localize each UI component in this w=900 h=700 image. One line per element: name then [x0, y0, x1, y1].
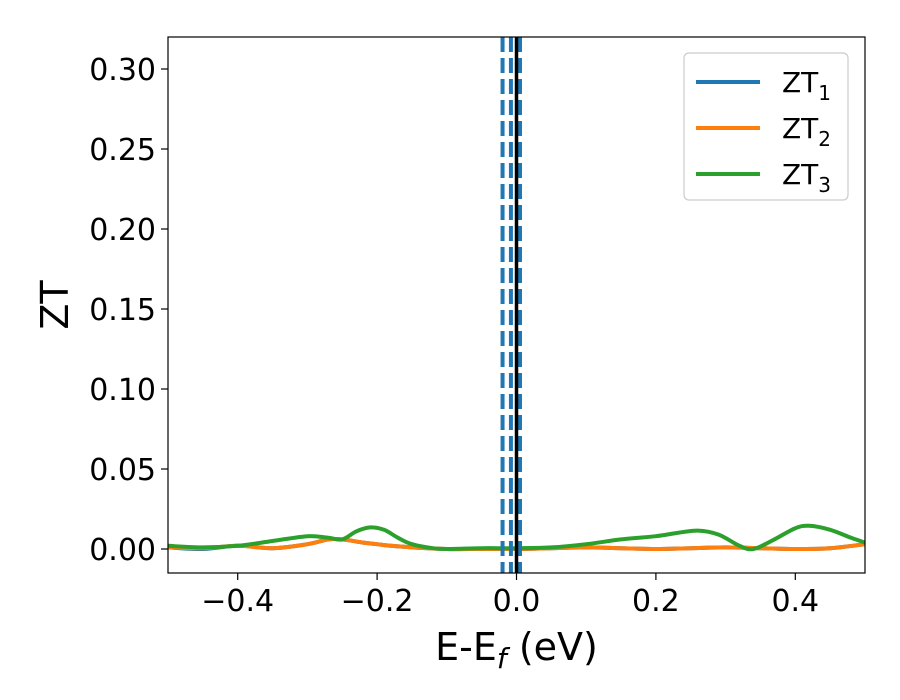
- legend: ZT1 ZT2 ZT3: [683, 52, 849, 201]
- y-tick-label: 0.10: [89, 373, 156, 408]
- y-axis-ticks: 0.00 0.05 0.10 0.15 0.20 0.25 0.30: [89, 53, 168, 568]
- legend-box: [683, 52, 849, 201]
- vertical-markers: [500, 37, 522, 573]
- x-axis-label: E-Ef (eV): [435, 625, 598, 675]
- legend-label-3: ZT3: [782, 158, 831, 197]
- legend-label-2: ZT2: [782, 112, 831, 151]
- x-tick-label: 0.4: [771, 584, 819, 619]
- x-tick-label: −0.4: [201, 584, 274, 619]
- y-tick-label: 0.20: [89, 213, 156, 248]
- y-tick-label: 0.25: [89, 133, 156, 168]
- legend-label-1: ZT1: [782, 66, 831, 105]
- y-axis-label: ZT: [33, 280, 77, 330]
- x-tick-label: 0.2: [632, 584, 680, 619]
- x-tick-label: 0.0: [493, 584, 541, 619]
- y-tick-label: 0.30: [89, 53, 156, 88]
- x-axis-ticks: −0.4 −0.2 0.0 0.2 0.4: [201, 573, 819, 619]
- y-tick-label: 0.15: [89, 293, 156, 328]
- y-tick-label: 0.00: [89, 533, 156, 568]
- x-tick-label: −0.2: [341, 584, 414, 619]
- y-tick-label: 0.05: [89, 453, 156, 488]
